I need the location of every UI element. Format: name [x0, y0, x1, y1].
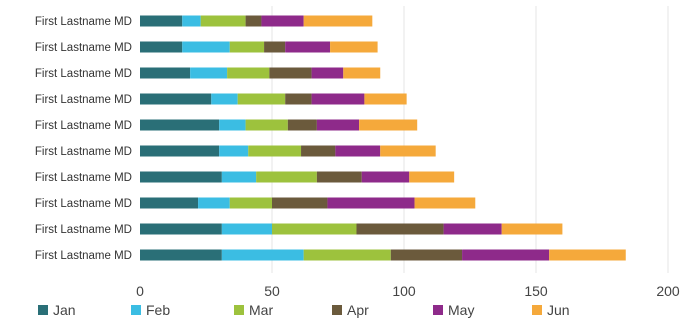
- x-tick-label: 150: [524, 283, 548, 299]
- bar-segment-jun: [359, 119, 418, 131]
- bar-segment-jan: [140, 93, 212, 105]
- legend-item-apr: Apr: [332, 302, 369, 318]
- legend-swatch: [332, 305, 342, 315]
- legend-item-may: May: [433, 302, 474, 318]
- bar-segment-mar: [229, 41, 265, 53]
- bar-segment-apr: [287, 119, 317, 131]
- bar-segment-may: [462, 249, 550, 261]
- legend: Jan Feb Mar Apr May Jun: [38, 302, 570, 318]
- legend-swatch: [234, 305, 244, 315]
- bar-segment-apr: [269, 67, 312, 79]
- bar-segment-jan: [140, 15, 183, 27]
- bar-segment-jun: [330, 41, 378, 53]
- bar-segment-jan: [140, 223, 222, 235]
- bar-segment-feb: [221, 171, 257, 183]
- bar-segment-feb: [190, 67, 228, 79]
- bar-segment-mar: [248, 145, 302, 157]
- legend-item-jun: Jun: [532, 302, 570, 318]
- bar-segment-apr: [272, 197, 328, 209]
- bar-segment-jun: [303, 15, 373, 27]
- bar-segment-feb: [211, 93, 238, 105]
- bar-segment-may: [316, 119, 360, 131]
- bar-segment-feb: [219, 119, 246, 131]
- category-labels: First Lastname MD First Lastname MD First …: [35, 16, 132, 262]
- bar-segment-feb: [219, 145, 249, 157]
- bar-segment-jun: [501, 223, 563, 235]
- bar-segment-mar: [245, 119, 288, 131]
- bar-segment-apr: [316, 171, 362, 183]
- bar-segment-may: [311, 67, 344, 79]
- bar-segment-jun: [343, 67, 381, 79]
- bar-segment-mar: [200, 15, 246, 27]
- legend-item-jan: Jan: [38, 302, 76, 318]
- bar-segment-may: [443, 223, 502, 235]
- category-label: First Lastname MD: [35, 16, 132, 28]
- x-tick-label: 0: [136, 283, 144, 299]
- bar-segment-jan: [140, 249, 222, 261]
- bars: [140, 15, 626, 261]
- bar-segment-jan: [140, 67, 191, 79]
- bar-segment-mar: [229, 197, 272, 209]
- bar-segment-apr: [264, 41, 286, 53]
- bar-segment-jun: [414, 197, 476, 209]
- category-label: First Lastname MD: [35, 172, 132, 184]
- category-label: First Lastname MD: [35, 224, 132, 236]
- bar-segment-may: [335, 145, 381, 157]
- bar-segment-apr: [390, 249, 463, 261]
- bar-segment-may: [361, 171, 410, 183]
- bar-segment-jan: [140, 145, 220, 157]
- legend-label: Mar: [249, 302, 273, 318]
- bar-segment-apr: [301, 145, 336, 157]
- legend-item-feb: Feb: [131, 302, 170, 318]
- category-label: First Lastname MD: [35, 42, 132, 54]
- bar-segment-jun: [380, 145, 436, 157]
- legend-label: Feb: [146, 302, 170, 318]
- bar-segment-may: [311, 93, 365, 105]
- bar-segment-feb: [198, 197, 230, 209]
- legend-swatch: [433, 305, 443, 315]
- bar-segment-feb: [221, 249, 304, 261]
- bar-segment-jan: [140, 41, 183, 53]
- legend-label: Jun: [547, 302, 570, 318]
- x-tick-label: 100: [392, 283, 416, 299]
- bar-segment-apr: [285, 93, 312, 105]
- x-axis-ticks: 0 50 100 150 200: [136, 283, 680, 299]
- legend-label: Apr: [347, 302, 369, 318]
- category-label: First Lastname MD: [35, 120, 132, 132]
- legend-label: Jan: [53, 302, 76, 318]
- bar-segment-feb: [182, 41, 230, 53]
- bar-segment-mar: [237, 93, 286, 105]
- bar-segment-jan: [140, 197, 199, 209]
- bar-segment-may: [285, 41, 331, 53]
- category-label: First Lastname MD: [35, 250, 132, 262]
- bar-segment-jan: [140, 171, 222, 183]
- legend-label: May: [448, 302, 474, 318]
- category-label: First Lastname MD: [35, 146, 132, 158]
- bar-segment-feb: [221, 223, 272, 235]
- bar-segment-mar: [303, 249, 391, 261]
- x-tick-label: 50: [264, 283, 280, 299]
- legend-swatch: [131, 305, 141, 315]
- bar-segment-jun: [409, 171, 455, 183]
- bar-segment-jun: [364, 93, 407, 105]
- category-label: First Lastname MD: [35, 68, 132, 80]
- bar-segment-mar: [256, 171, 317, 183]
- x-tick-label: 200: [656, 283, 680, 299]
- bar-segment-apr: [356, 223, 444, 235]
- bar-segment-mar: [272, 223, 357, 235]
- legend-swatch: [38, 305, 48, 315]
- bar-segment-may: [261, 15, 304, 27]
- bar-segment-mar: [227, 67, 270, 79]
- bar-segment-apr: [245, 15, 262, 27]
- legend-item-mar: Mar: [234, 302, 273, 318]
- legend-swatch: [532, 305, 542, 315]
- category-label: First Lastname MD: [35, 94, 132, 106]
- bar-segment-jun: [549, 249, 626, 261]
- bar-segment-may: [327, 197, 415, 209]
- category-label: First Lastname MD: [35, 198, 132, 210]
- bar-segment-feb: [182, 15, 201, 27]
- bar-segment-jan: [140, 119, 220, 131]
